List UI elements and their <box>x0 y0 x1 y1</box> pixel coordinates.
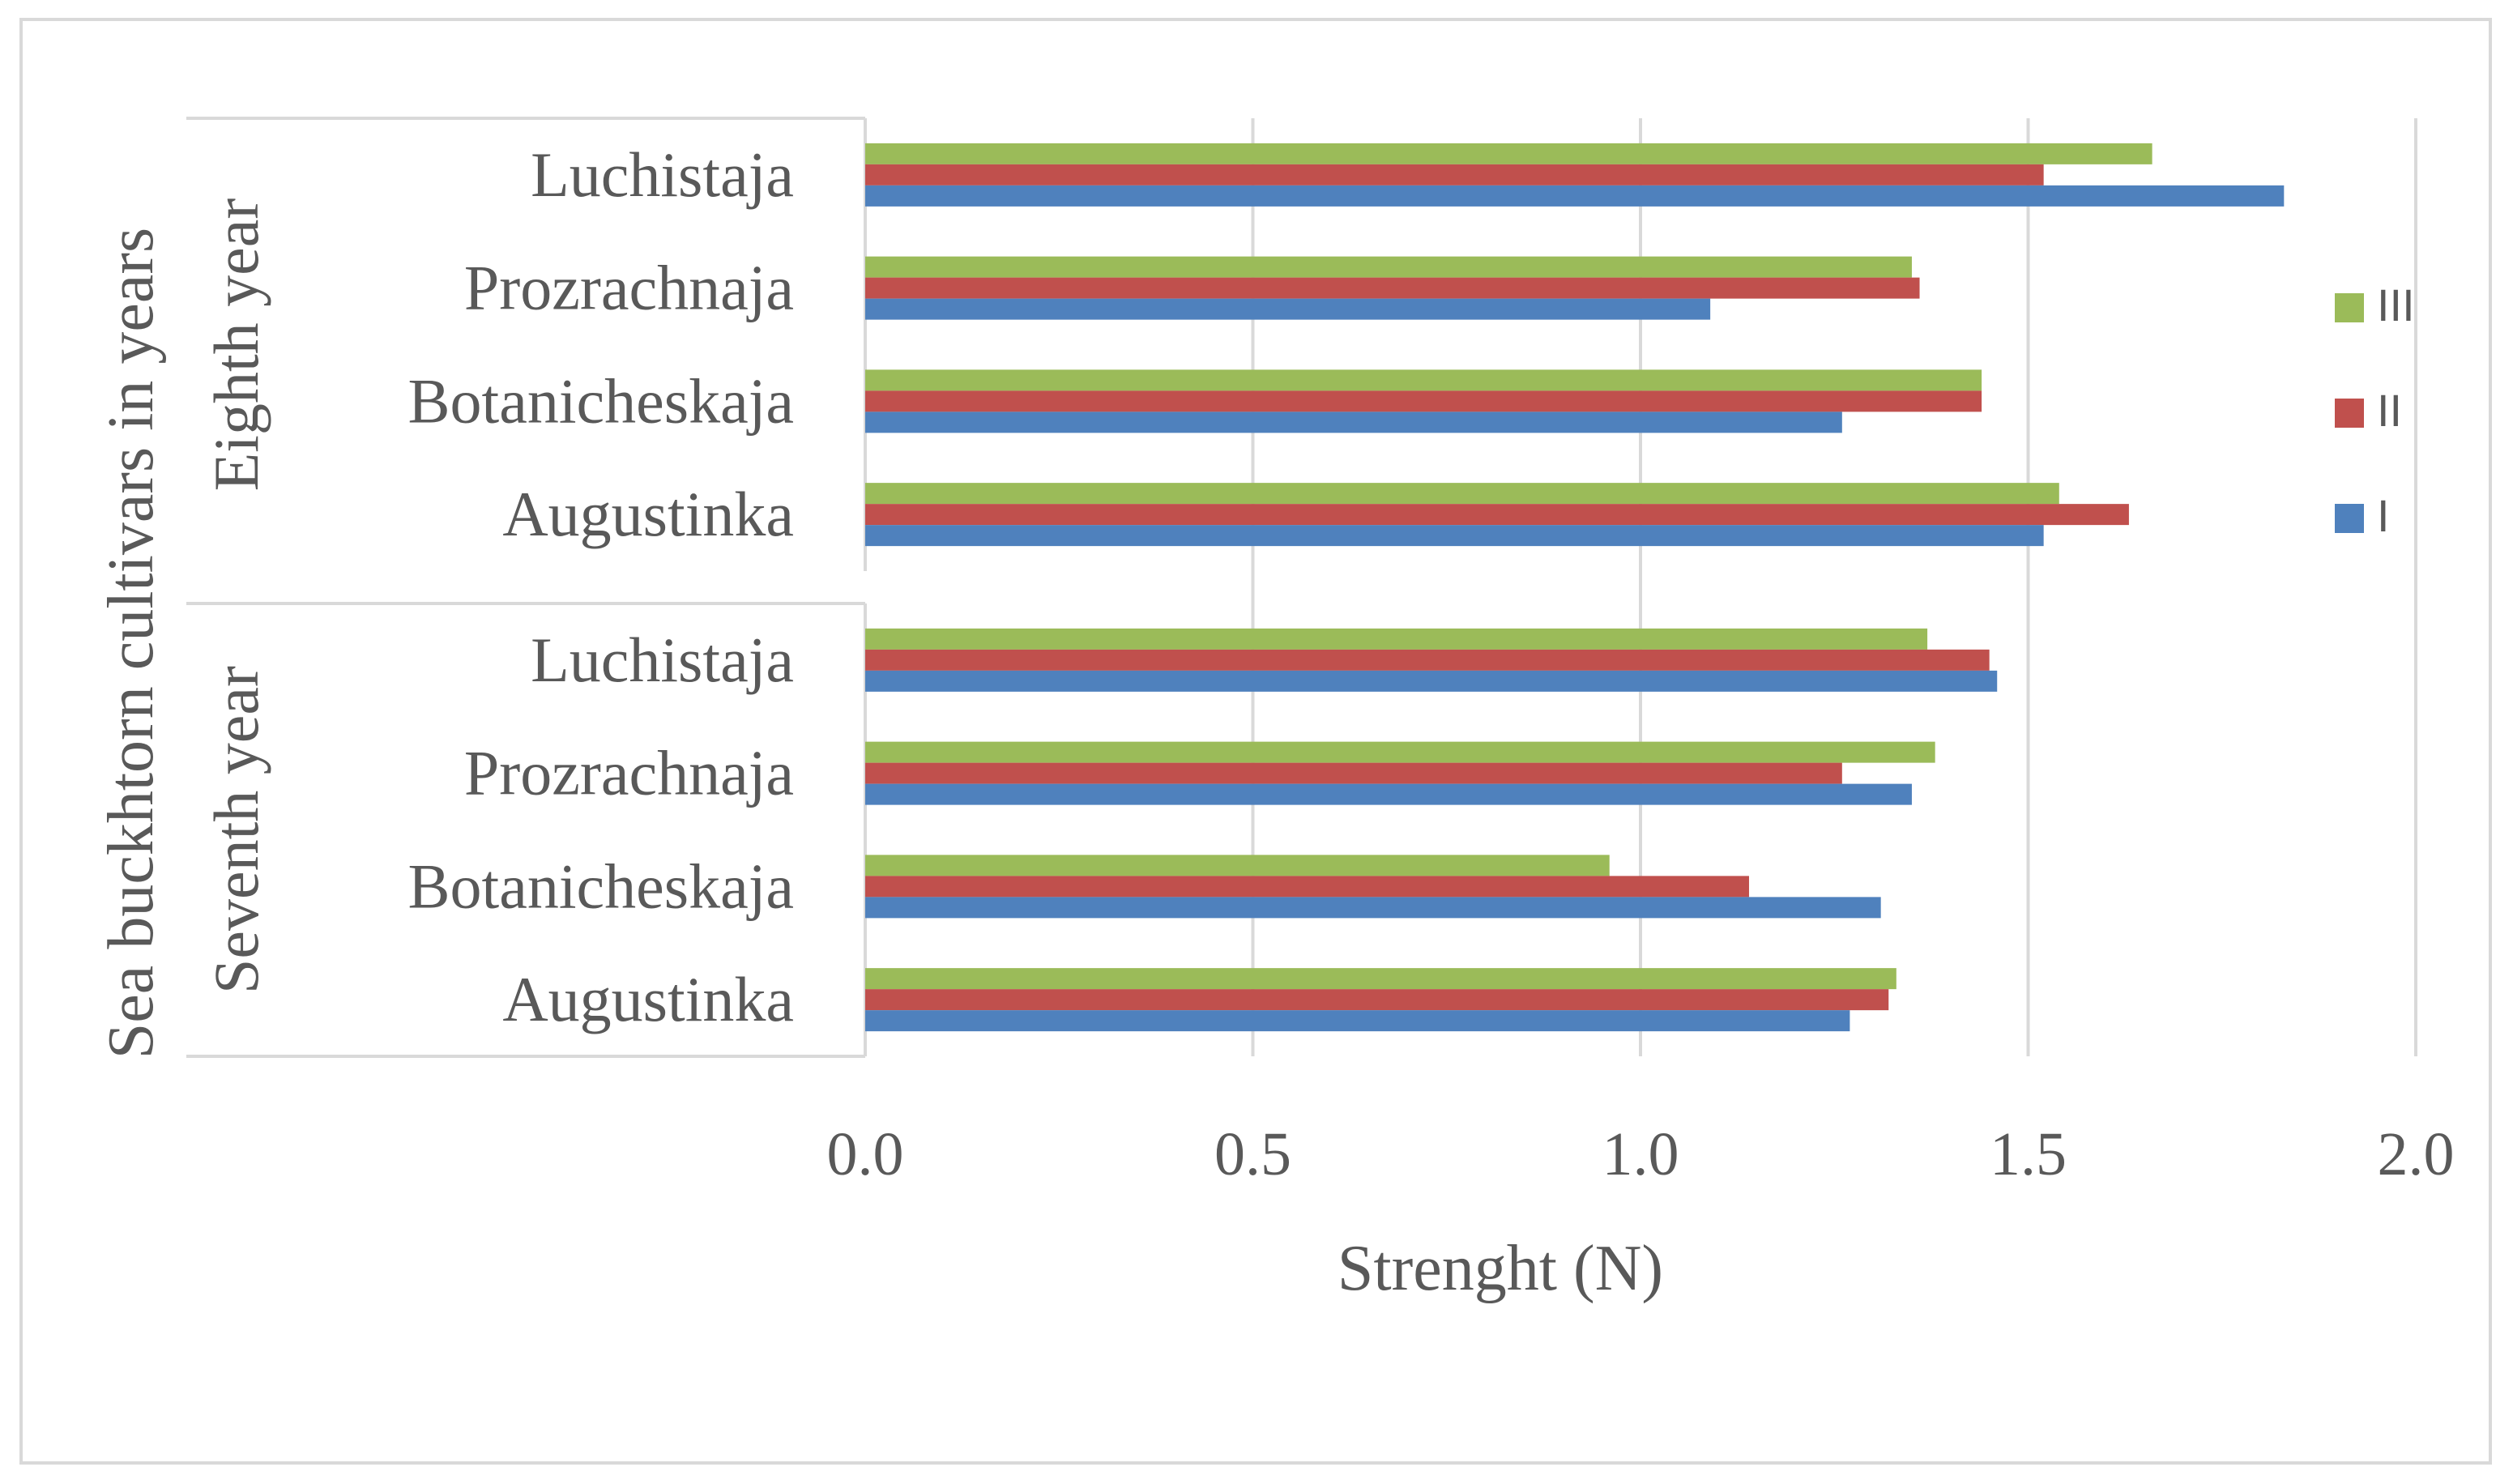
bar <box>865 741 1935 763</box>
bar <box>865 968 1896 990</box>
category-label: Prozrachnaja <box>464 253 794 323</box>
category-label: Luchistaja <box>531 139 794 210</box>
category-label: Botanicheskaja <box>408 365 795 436</box>
bar <box>865 989 1889 1011</box>
group-label: Eighth year <box>201 198 271 492</box>
x-axis-title: Strenght (N) <box>1338 1233 1663 1304</box>
bar <box>865 1010 1850 1032</box>
legend-swatch <box>2335 504 2364 533</box>
bar <box>865 762 1842 784</box>
bar <box>865 143 2152 164</box>
bar <box>865 412 1842 433</box>
category-label: Augustinka <box>502 479 794 549</box>
bar <box>865 483 2059 505</box>
bar <box>865 298 1711 320</box>
group-label: Seventh year <box>201 666 271 994</box>
bar <box>865 164 2044 186</box>
y-axis-title: Sea buckhtorn cultivars in years <box>96 228 167 1059</box>
category-label: Luchistaja <box>531 625 794 695</box>
bar <box>865 185 2285 207</box>
bar <box>865 855 1610 876</box>
legend-swatch <box>2335 399 2364 428</box>
bar <box>865 670 1998 692</box>
legend-label: I <box>2377 490 2390 541</box>
bar <box>865 783 1912 805</box>
x-tick-label: 1.0 <box>1602 1120 1679 1188</box>
bar <box>865 628 1928 650</box>
bar <box>865 897 1881 919</box>
bar <box>865 649 1990 671</box>
category-label: Botanicheskaja <box>408 851 795 921</box>
bar <box>865 277 1920 299</box>
x-tick-label: 2.0 <box>2378 1120 2455 1188</box>
x-tick-label: 0.0 <box>827 1120 904 1188</box>
category-label: Augustinka <box>502 964 794 1034</box>
x-tick-label: 1.5 <box>1990 1120 2067 1188</box>
x-tick-label: 0.5 <box>1214 1120 1291 1188</box>
legend-swatch <box>2335 293 2364 322</box>
bar <box>865 876 1749 898</box>
legend-label: III <box>2377 279 2415 330</box>
bar <box>865 525 2044 547</box>
bar <box>865 369 1982 391</box>
legend-label: II <box>2377 385 2402 436</box>
bar <box>865 504 2129 526</box>
category-label: Prozrachnaja <box>464 738 794 808</box>
bar <box>865 256 1912 278</box>
bars <box>865 143 2285 1032</box>
labels: 0.0 0.5 1.0 1.5 2.0 Eighth year Luchistaja Proz… <box>201 139 2455 1188</box>
bar <box>865 390 1982 412</box>
